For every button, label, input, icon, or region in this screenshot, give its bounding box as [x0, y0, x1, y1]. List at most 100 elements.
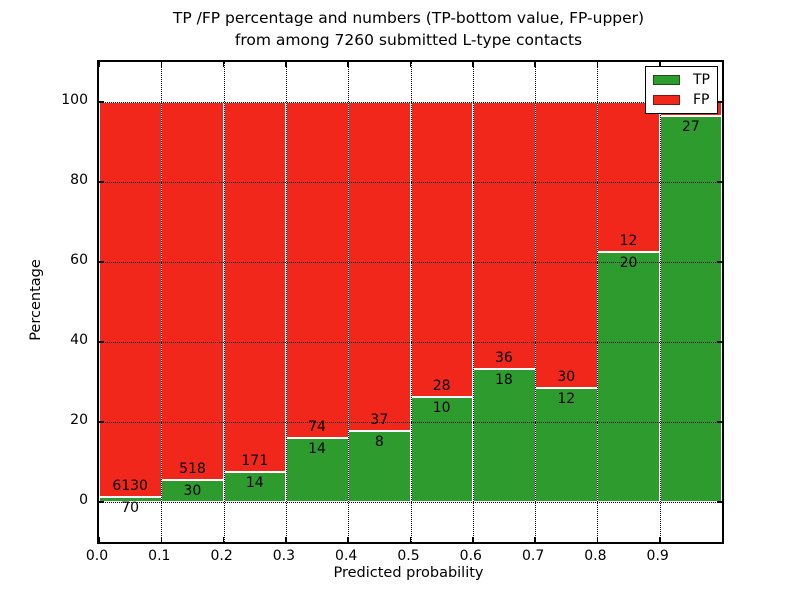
- bar-tp-bin6: [472, 368, 536, 502]
- x-tick-label-0.2: 0.2: [210, 548, 233, 564]
- tp-count-label-bin7: 12: [557, 390, 576, 407]
- plot-area: 6130 70 518 30 171 14 74 14 37 8 28 10 36 18 30 12 12 20 2…: [97, 60, 724, 544]
- gridline-x-0.3: [285, 62, 287, 542]
- legend-item-fp: FP: [646, 93, 717, 107]
- fp-count-label-bin8: 12: [619, 233, 638, 249]
- x-tick-bottom-0.3: [285, 537, 287, 542]
- x-axis-label: Predicted probability: [333, 565, 484, 581]
- tp-count-label-bin9: 27: [681, 119, 700, 136]
- x-tick-label-0.1: 0.1: [148, 548, 171, 564]
- y-tick-left-100: [99, 101, 104, 103]
- chart-title-line1: TP /FP percentage and numbers (TP-bottom…: [172, 9, 645, 27]
- bar-fp-bin3: [285, 102, 349, 439]
- x-tick-top-0.5: [409, 62, 412, 67]
- tp-count-label-bin6: 18: [495, 371, 513, 388]
- fp-count-label-bin4: 37: [370, 411, 389, 428]
- x-tick-label-0.7: 0.7: [521, 548, 545, 564]
- x-tick-top-0.3: [285, 62, 287, 67]
- chart-title-line2: from among 7260 submitted L-type contact…: [234, 31, 583, 49]
- tp-count-label-bin5: 10: [432, 399, 451, 416]
- y-tick-left-0: [99, 501, 104, 503]
- y-axis-label: Percentage: [28, 259, 44, 341]
- x-tick-label-0.6: 0.6: [459, 548, 482, 564]
- x-tick-top-0.1: [160, 62, 163, 67]
- x-tick-bottom-0.9: [658, 537, 661, 542]
- x-tick-label-0.3: 0.3: [272, 548, 296, 564]
- y-tick-right-40: [717, 341, 722, 343]
- y-tick-right-100: [717, 101, 722, 103]
- tp-count-label-bin8: 20: [619, 255, 638, 271]
- fp-count-label-bin6: 36: [495, 349, 513, 366]
- legend: TP FP: [645, 66, 718, 114]
- legend-item-tp: TP: [646, 73, 717, 87]
- tp-count-label-bin4: 8: [374, 433, 384, 450]
- x-tick-label-0.4: 0.4: [335, 548, 358, 564]
- tp-count-label-bin2: 14: [245, 474, 264, 491]
- gridline-x-0.2: [223, 62, 225, 542]
- tp-count-label-bin0: 70: [121, 500, 140, 517]
- fp-count-label-bin1: 518: [179, 461, 206, 478]
- y-tick-left-60: [99, 261, 104, 263]
- x-tick-top-0.0: [98, 62, 100, 67]
- bar-fp-bin7: [535, 102, 598, 388]
- y-tick-label-100: 100: [61, 92, 88, 108]
- legend-swatch-tp: [653, 75, 680, 85]
- x-tick-top-0.4: [347, 62, 350, 67]
- x-tick-label-0.5: 0.5: [397, 548, 420, 564]
- y-tick-label-80: 80: [70, 172, 88, 188]
- x-tick-bottom-0.7: [534, 537, 536, 542]
- bar-tp-bin9: [659, 116, 723, 502]
- y-tick-label-0: 0: [79, 492, 88, 508]
- bar-fp-bin8: [597, 102, 661, 252]
- y-tick-label-60: 60: [70, 252, 88, 268]
- x-tick-label-0.9: 0.9: [646, 548, 669, 564]
- legend-swatch-fp: [653, 95, 680, 105]
- bar-fp-bin2: [223, 102, 287, 472]
- gridline-x-0.4: [348, 62, 350, 542]
- bar-tp-bin8: [597, 252, 661, 502]
- gridline-x-0.5: [410, 62, 412, 542]
- x-tick-top-0.2: [222, 62, 225, 67]
- tp-count-label-bin3: 14: [308, 441, 326, 458]
- gridline-x-0.6: [472, 62, 474, 542]
- fp-count-label-bin0: 6130: [112, 478, 148, 495]
- bar-fp-bin4: [348, 102, 411, 431]
- legend-label-tp: TP: [693, 72, 710, 88]
- y-tick-label-20: 20: [70, 412, 88, 428]
- y-tick-right-20: [717, 421, 722, 423]
- x-tick-label-0.8: 0.8: [584, 548, 607, 564]
- x-tick-top-0.7: [534, 62, 536, 67]
- bar-tp-bin2: [223, 471, 287, 502]
- x-tick-bottom-0.2: [222, 537, 225, 542]
- x-tick-bottom-0.5: [409, 537, 412, 542]
- x-tick-top-0.9: [658, 62, 661, 67]
- x-tick-top-0.6: [472, 62, 474, 67]
- bar-fp-bin1: [161, 102, 225, 481]
- y-tick-right-60: [717, 261, 722, 263]
- fp-count-label-bin3: 74: [308, 419, 326, 436]
- x-tick-top-0.8: [596, 62, 599, 67]
- x-tick-bottom-0.8: [596, 537, 599, 542]
- gridline-x-0.8: [597, 62, 599, 542]
- y-tick-left-40: [99, 341, 104, 343]
- bar-fp-bin5: [410, 102, 474, 397]
- x-tick-label-0.0: 0.0: [85, 548, 109, 564]
- y-tick-right-80: [717, 181, 722, 183]
- tp-count-label-bin1: 30: [183, 483, 202, 500]
- gridline-x-0.1: [161, 62, 163, 542]
- chart-title: TP /FP percentage and numbers (TP-bottom…: [97, 7, 720, 51]
- fp-count-label-bin2: 171: [241, 452, 269, 469]
- y-tick-left-80: [99, 181, 104, 183]
- x-tick-bottom-0.1: [160, 537, 163, 542]
- y-tick-left-20: [99, 421, 104, 423]
- fp-count-label-bin7: 30: [557, 368, 576, 385]
- fp-count-label-bin5: 28: [432, 377, 451, 394]
- bar-fp-bin6: [472, 102, 536, 369]
- x-tick-bottom-0.6: [472, 537, 474, 542]
- gridline-x-0.7: [535, 62, 537, 542]
- gridline-x-0.9: [659, 62, 661, 542]
- y-tick-right-0: [717, 501, 722, 503]
- bar-fp-bin0: [99, 102, 162, 498]
- legend-label-fp: FP: [693, 92, 710, 108]
